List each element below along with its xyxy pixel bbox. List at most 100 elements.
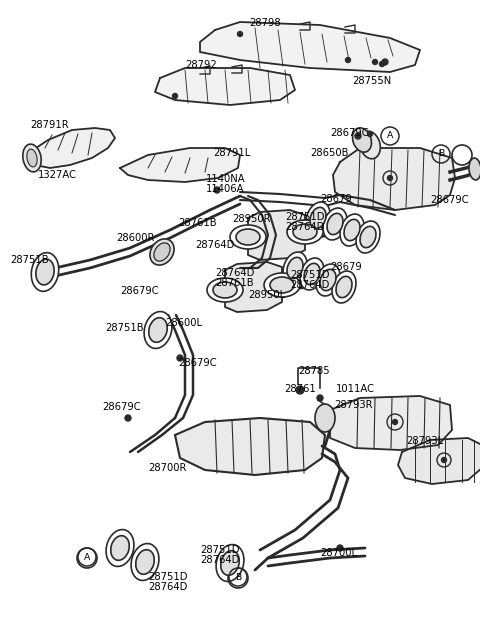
Polygon shape bbox=[175, 418, 325, 475]
Text: 28679C: 28679C bbox=[330, 128, 369, 138]
Text: 1327AC: 1327AC bbox=[38, 170, 77, 180]
Text: 28679C: 28679C bbox=[120, 286, 158, 296]
Ellipse shape bbox=[336, 276, 352, 298]
Ellipse shape bbox=[310, 207, 326, 229]
Circle shape bbox=[172, 94, 178, 99]
Text: 28950L: 28950L bbox=[248, 290, 285, 300]
Text: 28798: 28798 bbox=[249, 18, 281, 28]
Ellipse shape bbox=[149, 318, 167, 343]
Text: A: A bbox=[84, 552, 90, 561]
Circle shape bbox=[177, 355, 183, 361]
Circle shape bbox=[238, 32, 242, 37]
Text: 28755N: 28755N bbox=[352, 76, 391, 86]
Ellipse shape bbox=[144, 312, 172, 348]
Text: 28751D: 28751D bbox=[285, 212, 324, 222]
Circle shape bbox=[346, 58, 350, 63]
Ellipse shape bbox=[327, 214, 343, 234]
Text: 28600L: 28600L bbox=[165, 318, 202, 328]
Text: 28764D: 28764D bbox=[285, 222, 324, 232]
Ellipse shape bbox=[216, 545, 244, 581]
Text: 28679C: 28679C bbox=[102, 402, 141, 412]
Text: 28700L: 28700L bbox=[320, 548, 357, 558]
Ellipse shape bbox=[306, 202, 330, 234]
Circle shape bbox=[317, 395, 323, 401]
Polygon shape bbox=[200, 22, 420, 72]
Text: 28764D: 28764D bbox=[195, 240, 234, 250]
Text: 28650B: 28650B bbox=[310, 148, 348, 158]
Text: 28791L: 28791L bbox=[213, 148, 250, 158]
Text: 11406A: 11406A bbox=[206, 184, 244, 194]
Ellipse shape bbox=[352, 128, 372, 152]
Ellipse shape bbox=[283, 252, 307, 284]
Circle shape bbox=[387, 176, 393, 181]
Text: 28751D: 28751D bbox=[148, 572, 188, 582]
Ellipse shape bbox=[36, 259, 54, 285]
Circle shape bbox=[296, 386, 304, 394]
Polygon shape bbox=[333, 148, 455, 210]
Ellipse shape bbox=[300, 258, 324, 290]
Ellipse shape bbox=[316, 264, 340, 296]
Circle shape bbox=[355, 133, 361, 139]
Text: 28950R: 28950R bbox=[232, 214, 271, 224]
Ellipse shape bbox=[270, 277, 294, 293]
Ellipse shape bbox=[293, 224, 317, 240]
Ellipse shape bbox=[323, 208, 347, 240]
Text: 28764D: 28764D bbox=[148, 582, 187, 592]
Ellipse shape bbox=[221, 550, 239, 575]
Text: 1140NA: 1140NA bbox=[206, 174, 246, 184]
Ellipse shape bbox=[320, 269, 336, 291]
Text: B: B bbox=[235, 573, 241, 581]
Circle shape bbox=[382, 59, 388, 65]
Text: 28600R: 28600R bbox=[116, 233, 155, 243]
Polygon shape bbox=[25, 128, 115, 168]
Circle shape bbox=[337, 545, 343, 551]
Text: A: A bbox=[387, 131, 393, 140]
Polygon shape bbox=[248, 210, 305, 260]
Ellipse shape bbox=[340, 214, 364, 246]
Ellipse shape bbox=[360, 131, 380, 159]
Ellipse shape bbox=[469, 158, 480, 180]
Text: 28764D: 28764D bbox=[215, 268, 254, 278]
Ellipse shape bbox=[230, 225, 266, 249]
Text: 28791R: 28791R bbox=[30, 120, 69, 130]
Ellipse shape bbox=[106, 530, 134, 566]
Polygon shape bbox=[330, 396, 452, 450]
Ellipse shape bbox=[27, 149, 37, 167]
Ellipse shape bbox=[131, 544, 159, 580]
Ellipse shape bbox=[332, 271, 356, 303]
Circle shape bbox=[380, 61, 384, 66]
Ellipse shape bbox=[304, 264, 320, 284]
Text: 28679: 28679 bbox=[320, 194, 352, 204]
Text: 1011AC: 1011AC bbox=[336, 384, 375, 394]
Text: 28761B: 28761B bbox=[178, 218, 216, 228]
Ellipse shape bbox=[287, 220, 323, 244]
Ellipse shape bbox=[315, 404, 335, 432]
Text: 28751D: 28751D bbox=[200, 545, 240, 555]
Ellipse shape bbox=[150, 239, 174, 265]
Circle shape bbox=[214, 187, 220, 193]
Circle shape bbox=[365, 140, 371, 146]
Circle shape bbox=[393, 420, 397, 425]
Text: 28764D: 28764D bbox=[200, 555, 240, 565]
Text: 28679: 28679 bbox=[330, 262, 362, 272]
Text: 28751D: 28751D bbox=[290, 270, 329, 280]
Polygon shape bbox=[225, 262, 282, 312]
Ellipse shape bbox=[287, 257, 303, 279]
Polygon shape bbox=[120, 148, 240, 182]
Circle shape bbox=[368, 131, 372, 137]
Text: 28793R: 28793R bbox=[334, 400, 372, 410]
Text: 28751B: 28751B bbox=[10, 255, 48, 265]
Ellipse shape bbox=[236, 229, 260, 245]
Ellipse shape bbox=[207, 278, 243, 302]
Ellipse shape bbox=[344, 219, 360, 241]
Text: 28679C: 28679C bbox=[430, 195, 468, 205]
Circle shape bbox=[442, 458, 446, 463]
Circle shape bbox=[372, 59, 377, 64]
Ellipse shape bbox=[111, 536, 129, 561]
Text: 28751B: 28751B bbox=[105, 323, 144, 333]
Text: 28785: 28785 bbox=[298, 366, 330, 376]
Ellipse shape bbox=[154, 243, 170, 261]
Text: 28700R: 28700R bbox=[148, 463, 186, 473]
Text: 28761B: 28761B bbox=[215, 278, 253, 288]
Ellipse shape bbox=[360, 226, 376, 248]
